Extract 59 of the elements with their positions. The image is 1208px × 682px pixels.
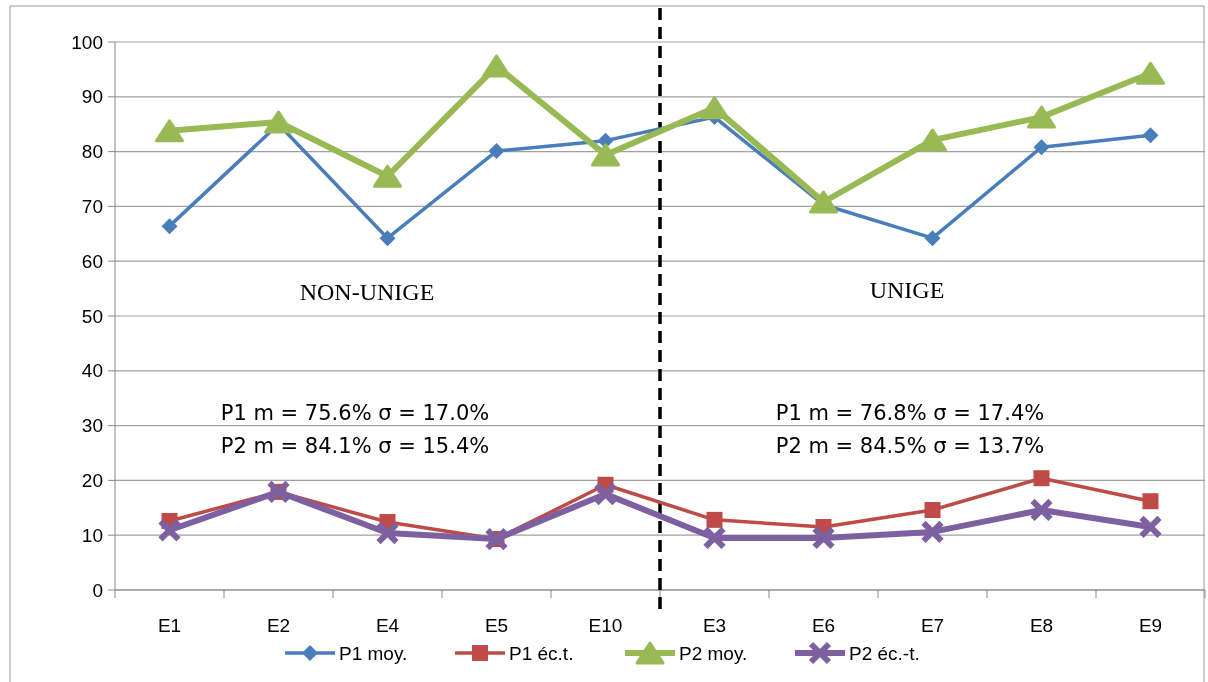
point [1138, 514, 1163, 539]
y-tick-label: 20 [81, 470, 103, 492]
annotation: NON-UNIGE [299, 279, 435, 305]
y-tick-label: 80 [81, 141, 103, 163]
point [488, 143, 505, 160]
point [1027, 105, 1056, 129]
x-tick-label: E1 [157, 615, 182, 636]
y-tick-label: 40 [81, 360, 103, 382]
point [918, 128, 947, 152]
point [924, 501, 941, 518]
y-tick-label: 60 [81, 250, 103, 272]
x-tick-label: E7 [920, 615, 945, 636]
point [924, 230, 941, 247]
point [1033, 470, 1050, 487]
annotation: P1 m = 76.8% σ = 17.4% [775, 401, 1045, 425]
y-tick-label: 30 [81, 415, 103, 437]
point [811, 525, 836, 550]
x-tick-label: E3 [702, 615, 727, 636]
y-tick-label: 90 [81, 86, 103, 108]
x-tick-label: E9 [1138, 615, 1163, 636]
point [1142, 493, 1159, 510]
point [1142, 127, 1159, 144]
point [264, 110, 293, 134]
point [809, 190, 838, 214]
legend-label: P1 moy. [339, 642, 408, 664]
point [591, 143, 620, 167]
annotation: P1 m = 75.6% σ = 17.0% [220, 401, 490, 425]
point [702, 525, 727, 550]
point [373, 164, 402, 188]
x-tick-label: E4 [375, 615, 400, 636]
point [706, 511, 723, 528]
x-tick-label: E10 [588, 615, 623, 636]
point [700, 96, 729, 120]
x-tick-label: E5 [484, 615, 509, 636]
point [161, 218, 178, 235]
x-tick-label: E6 [811, 615, 836, 636]
y-tick-label: 50 [81, 305, 103, 327]
point [1033, 139, 1050, 156]
x-tick-label: E2 [266, 615, 291, 636]
point [157, 518, 182, 543]
annotation: UNIGE [869, 277, 945, 303]
legend-label: P2 moy. [679, 642, 748, 664]
legend-label: P1 éc.t. [509, 642, 574, 664]
x-tick-label: E8 [1029, 615, 1054, 636]
annotation: P2 m = 84.1% σ = 15.4% [220, 434, 490, 458]
y-tick-label: 0 [92, 579, 103, 601]
y-tick-label: 10 [81, 524, 103, 546]
point [1136, 61, 1165, 85]
annotation: P2 m = 84.5% σ = 13.7% [775, 434, 1045, 458]
legend-label: P2 éc.-t. [849, 642, 920, 664]
point [155, 119, 184, 143]
point [375, 521, 400, 546]
point [379, 230, 396, 247]
y-tick-label: 70 [81, 196, 103, 218]
point [1029, 497, 1054, 522]
point [482, 54, 511, 78]
point [920, 519, 945, 544]
y-tick-label: 100 [71, 31, 103, 53]
point [593, 482, 618, 507]
